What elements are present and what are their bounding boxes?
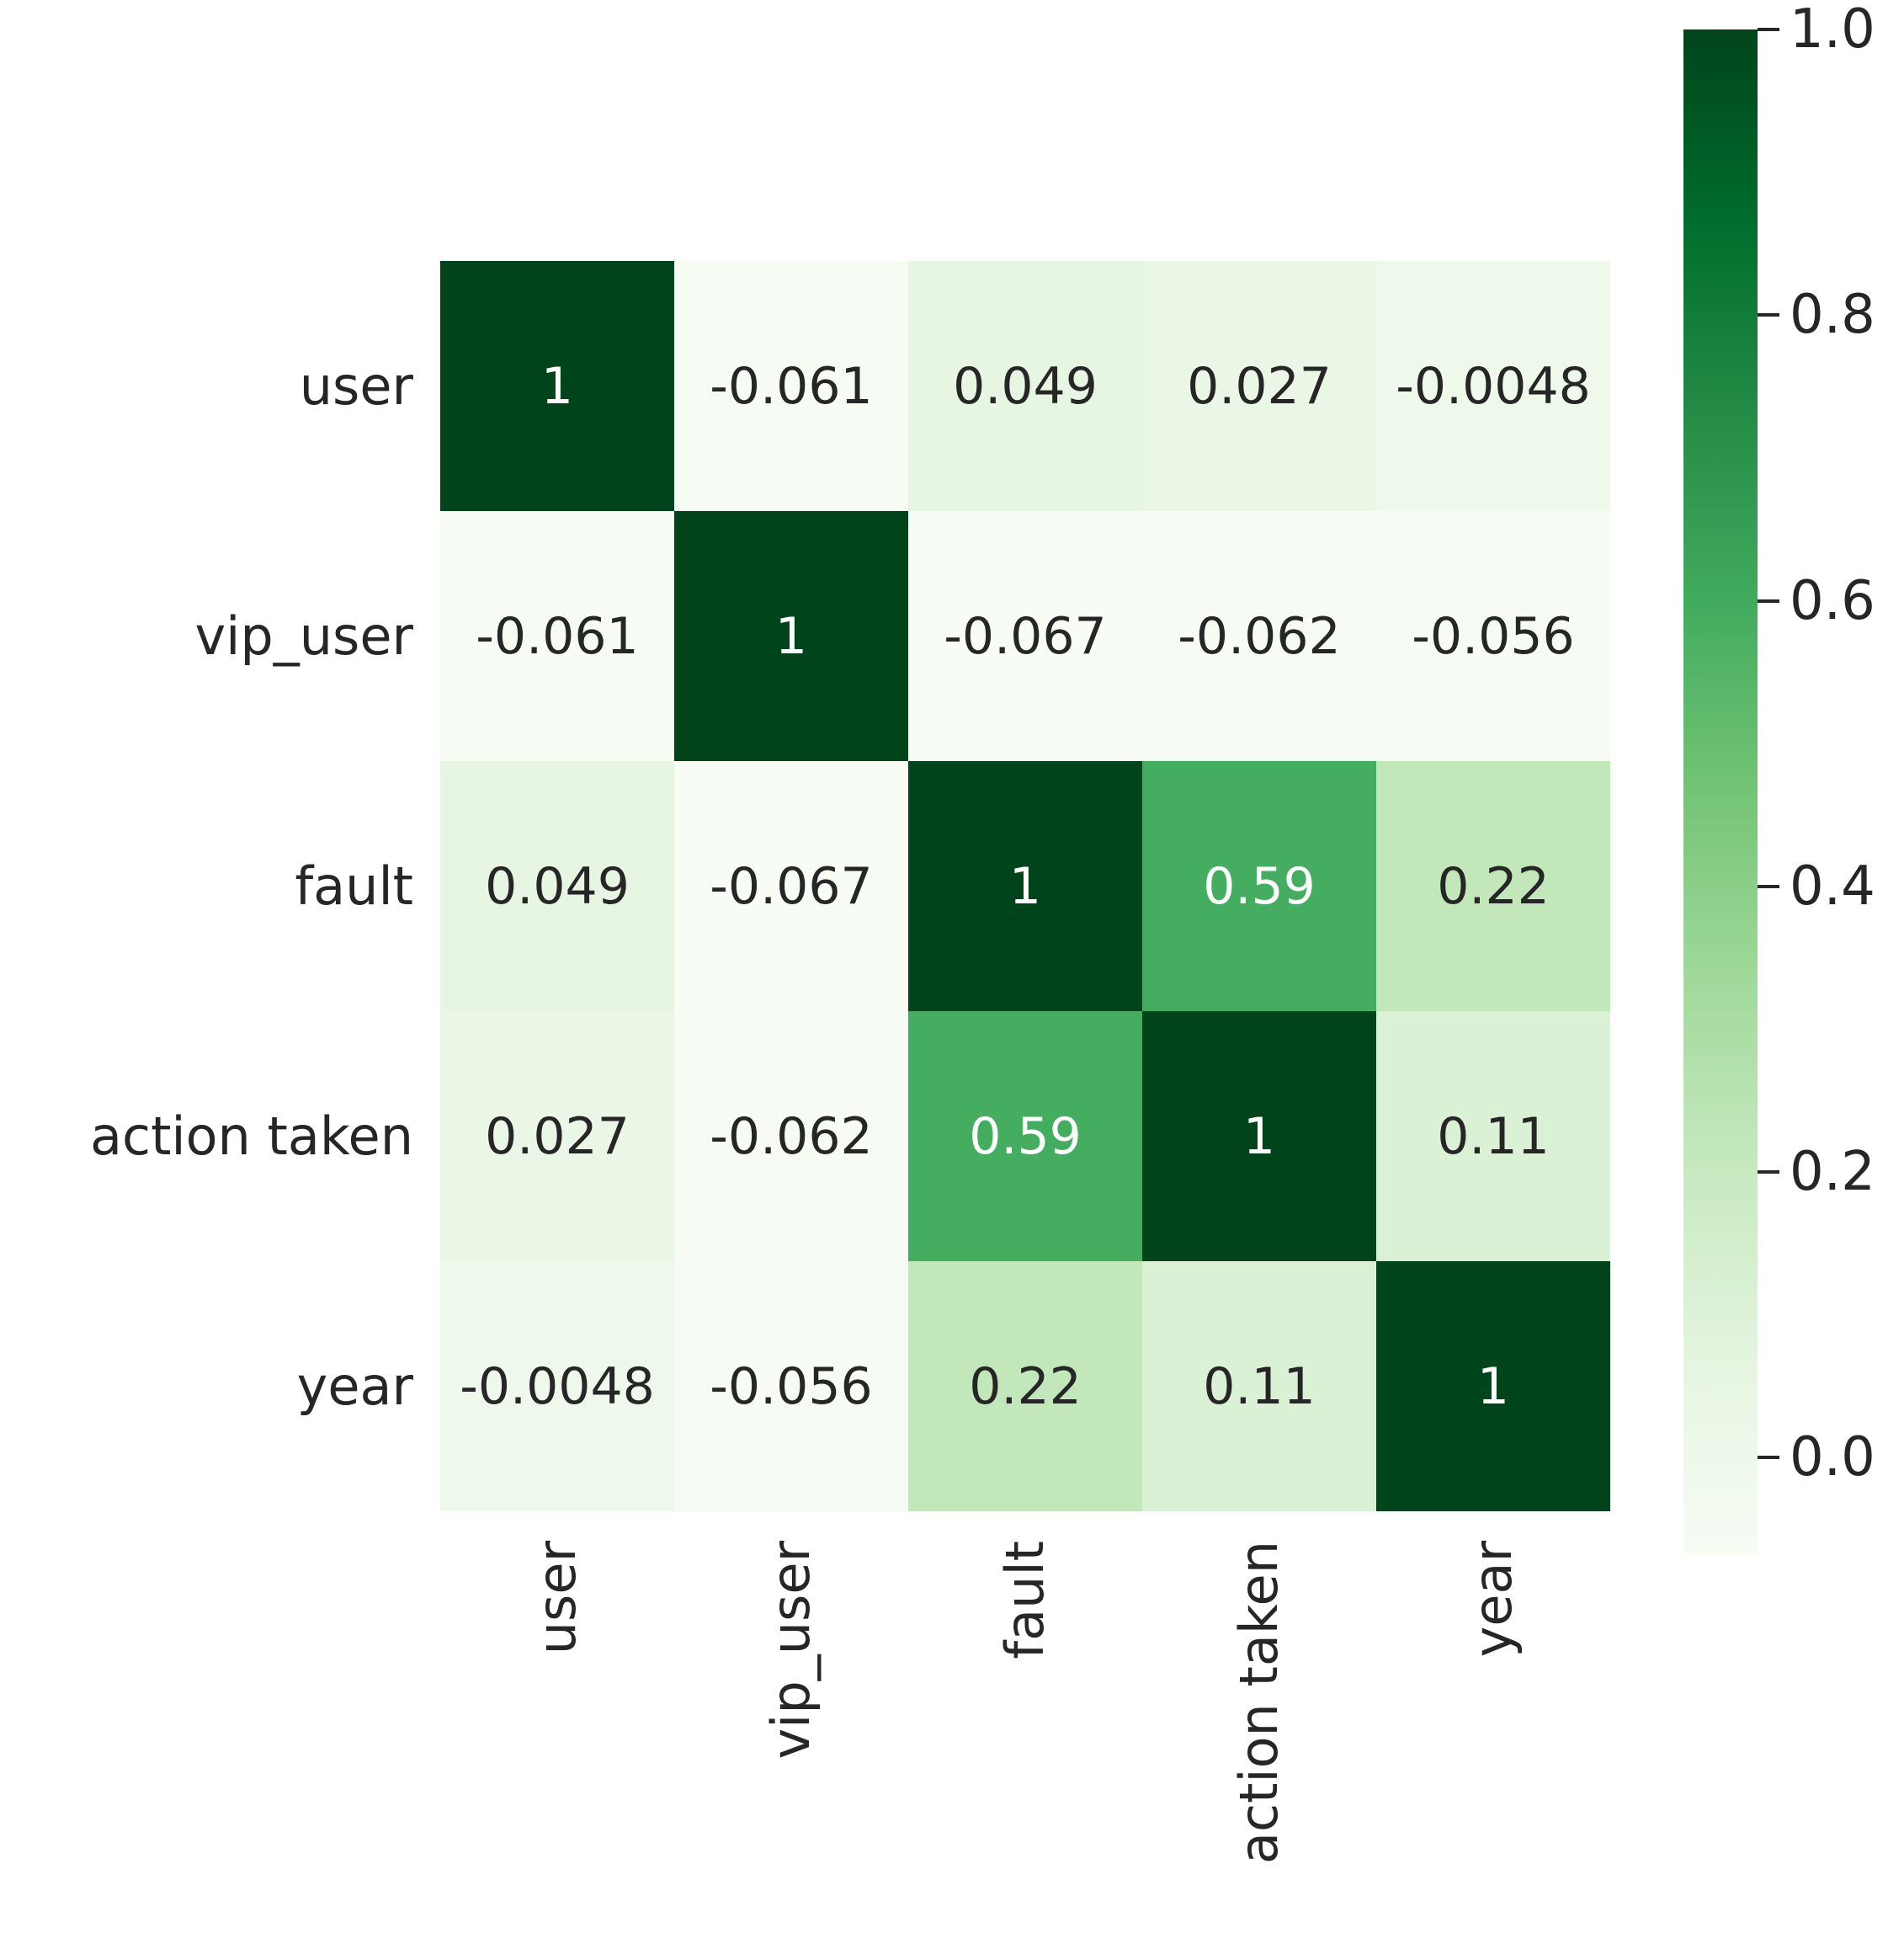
- cell-value: 1: [1008, 856, 1042, 916]
- heatmap-cell: 1: [440, 261, 674, 511]
- cell-value: 0.049: [485, 856, 630, 916]
- x-tick-label: action taken: [1228, 1541, 1290, 1864]
- colorbar-tick-mark: [1758, 313, 1779, 317]
- cell-value: -0.0048: [460, 1356, 655, 1416]
- colorbar-tick-mark: [1758, 1456, 1779, 1460]
- cell-value: 0.11: [1203, 1356, 1316, 1416]
- y-tick-label: vip_user: [194, 605, 413, 667]
- cell-value: 0.049: [953, 356, 1098, 416]
- cell-value: 1: [774, 606, 808, 666]
- heatmap-cell: -0.062: [674, 1011, 908, 1261]
- cell-value: -0.056: [1412, 606, 1575, 666]
- y-tick-label: year: [296, 1355, 413, 1417]
- cell-value: 0.22: [969, 1356, 1082, 1416]
- cell-value: 0.027: [1187, 356, 1332, 416]
- heatmap-cell: -0.056: [674, 1261, 908, 1511]
- cell-value: -0.067: [944, 606, 1107, 666]
- cell-value: -0.061: [476, 606, 639, 666]
- x-tick-slot: vip_user: [674, 1541, 908, 1945]
- heatmap-cell: 0.11: [1376, 1011, 1610, 1261]
- heatmap-cell: 1: [1142, 1011, 1376, 1261]
- cell-value: -0.062: [710, 1106, 873, 1166]
- heatmap-cell: -0.062: [1142, 511, 1376, 761]
- y-tick-label: action taken: [90, 1105, 413, 1167]
- heatmap-cell: 0.049: [440, 761, 674, 1011]
- cell-value: 0.027: [485, 1106, 630, 1166]
- cell-value: -0.061: [710, 356, 873, 416]
- x-tick-slot: action taken: [1142, 1541, 1376, 1945]
- colorbar-tick-label: 0.8: [1790, 284, 1875, 347]
- y-tick-label: user: [299, 355, 413, 417]
- cell-value: -0.0048: [1396, 356, 1591, 416]
- heatmap-cell: 1: [1376, 1261, 1610, 1511]
- cell-value: -0.056: [710, 1356, 873, 1416]
- heatmap-cell: 0.027: [440, 1011, 674, 1261]
- heatmap-cell: -0.0048: [440, 1261, 674, 1511]
- cell-value: 1: [1476, 1356, 1510, 1416]
- colorbar-gradient: [1683, 29, 1758, 1553]
- cell-value: 0.59: [1203, 856, 1316, 916]
- heatmap-cell: 1: [908, 761, 1142, 1011]
- cell-value: -0.067: [710, 856, 873, 916]
- x-tick-slot: year: [1376, 1541, 1610, 1945]
- heatmap-cell: 0.22: [908, 1261, 1142, 1511]
- cell-value: 1: [540, 356, 574, 416]
- colorbar-tick-label: 0.2: [1790, 1141, 1875, 1204]
- colorbar-tick-mark: [1758, 884, 1779, 888]
- heatmap-cell: -0.067: [908, 511, 1142, 761]
- x-tick-label: year: [1462, 1541, 1524, 1658]
- heatmap-cell: -0.061: [440, 511, 674, 761]
- colorbar-tick-label: 0.6: [1790, 569, 1875, 632]
- colorbar-tick-mark: [1758, 28, 1779, 31]
- cell-value: 0.22: [1437, 856, 1550, 916]
- colorbar-tick-mark: [1758, 1170, 1779, 1174]
- x-tick-slot: fault: [908, 1541, 1142, 1945]
- heatmap-cell: -0.061: [674, 261, 908, 511]
- x-tick-label: fault: [994, 1541, 1056, 1659]
- heatmap-cell: 0.049: [908, 261, 1142, 511]
- heatmap-cell: 0.22: [1376, 761, 1610, 1011]
- x-tick-label: user: [526, 1541, 588, 1655]
- cell-value: -0.062: [1178, 606, 1341, 666]
- heatmap-cell: 1: [674, 511, 908, 761]
- colorbar-tick-label: 1.0: [1790, 0, 1875, 61]
- colorbar-tick-label: 0.4: [1790, 855, 1875, 918]
- cell-value: 1: [1242, 1106, 1276, 1166]
- heatmap-grid: 1 -0.061 0.049 0.027 -0.0048 -0.061 1 -0.067 -0.…: [440, 261, 1610, 1511]
- heatmap-cell: -0.0048: [1376, 261, 1610, 511]
- x-axis-labels: user vip_user fault action taken year: [440, 1541, 1610, 1945]
- colorbar-tick-mark: [1758, 599, 1779, 603]
- heatmap-cell: 0.59: [1142, 761, 1376, 1011]
- heatmap-cell: -0.056: [1376, 511, 1610, 761]
- heatmap-cell: 0.11: [1142, 1261, 1376, 1511]
- cell-value: 0.59: [969, 1106, 1082, 1166]
- heatmap-cell: 0.59: [908, 1011, 1142, 1261]
- cell-value: 0.11: [1437, 1106, 1550, 1166]
- x-tick-label: vip_user: [760, 1541, 822, 1760]
- heatmap-cell: -0.067: [674, 761, 908, 1011]
- x-tick-slot: user: [440, 1541, 674, 1945]
- y-tick-label: fault: [295, 855, 413, 917]
- colorbar-tick-label: 0.0: [1790, 1426, 1875, 1489]
- heatmap-cell: 0.027: [1142, 261, 1376, 511]
